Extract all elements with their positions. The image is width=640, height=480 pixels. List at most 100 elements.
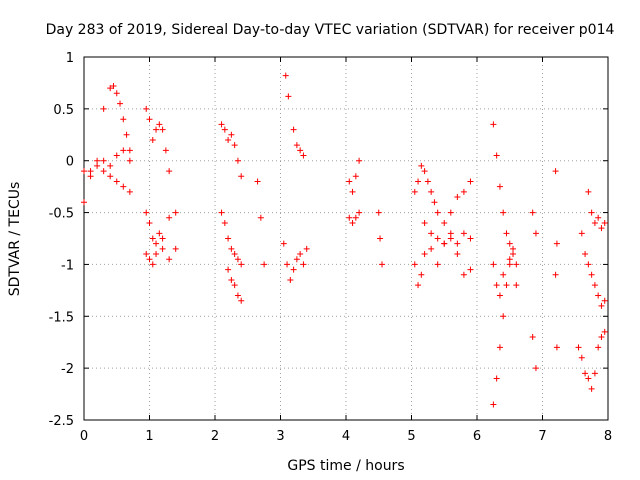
data-point xyxy=(421,219,428,226)
data-point xyxy=(490,121,497,128)
chart-title: Day 283 of 2019, Sidereal Day-to-day VTE… xyxy=(46,22,615,38)
data-points xyxy=(81,72,608,408)
data-point xyxy=(280,240,287,247)
data-point xyxy=(257,214,264,221)
data-point xyxy=(598,334,605,341)
data-point xyxy=(143,251,150,258)
data-point xyxy=(441,240,448,247)
data-point xyxy=(493,282,500,289)
data-point xyxy=(107,85,114,92)
data-point xyxy=(595,214,602,221)
data-point xyxy=(153,251,160,258)
data-point xyxy=(238,261,245,268)
data-point xyxy=(454,240,461,247)
data-point xyxy=(447,209,454,216)
data-point xyxy=(601,297,608,304)
data-point xyxy=(94,162,101,169)
data-point xyxy=(375,209,382,216)
data-point xyxy=(162,147,169,154)
data-point xyxy=(225,235,232,242)
data-point xyxy=(261,261,268,268)
data-point xyxy=(120,183,127,190)
data-point xyxy=(467,266,474,273)
data-point xyxy=(503,230,510,237)
data-point xyxy=(100,105,107,112)
data-point xyxy=(126,188,133,195)
data-point xyxy=(234,256,241,263)
data-point xyxy=(356,157,363,164)
data-point xyxy=(238,297,245,304)
data-point xyxy=(126,147,133,154)
data-point xyxy=(598,225,605,232)
x-tick-label: 7 xyxy=(538,429,546,444)
data-point xyxy=(467,235,474,242)
data-point xyxy=(434,261,441,268)
data-point xyxy=(290,266,297,273)
x-tick-label: 0 xyxy=(80,429,88,444)
data-point xyxy=(595,292,602,299)
data-point xyxy=(585,375,592,382)
data-point xyxy=(460,188,467,195)
data-point xyxy=(293,256,300,263)
data-point xyxy=(126,157,133,164)
data-point xyxy=(156,121,163,128)
data-point xyxy=(221,126,228,133)
data-point xyxy=(303,245,310,252)
data-point xyxy=(297,147,304,154)
data-point xyxy=(285,93,292,100)
data-point xyxy=(81,168,87,175)
data-point xyxy=(100,157,107,164)
data-point xyxy=(94,157,101,164)
y-tick-label: 0 xyxy=(66,155,74,170)
data-point xyxy=(293,142,300,149)
data-point xyxy=(231,282,238,289)
data-point xyxy=(447,230,454,237)
data-point xyxy=(149,136,156,143)
data-point xyxy=(377,235,384,242)
y-tick-label: 1 xyxy=(66,51,74,66)
data-point xyxy=(153,240,160,247)
data-point xyxy=(490,261,497,268)
data-point xyxy=(588,271,595,278)
data-point xyxy=(379,261,386,268)
data-point xyxy=(428,230,435,237)
data-point xyxy=(424,178,431,185)
y-tick-label: -2 xyxy=(61,362,74,377)
data-point xyxy=(506,256,513,263)
x-tick-label: 1 xyxy=(145,429,153,444)
data-point xyxy=(454,251,461,258)
data-point xyxy=(81,199,87,206)
data-point xyxy=(159,126,166,133)
data-point xyxy=(254,178,261,185)
data-point xyxy=(493,152,500,159)
x-tick-label: 3 xyxy=(276,429,284,444)
data-point xyxy=(221,219,228,226)
data-point xyxy=(297,251,304,258)
data-point xyxy=(411,188,418,195)
data-point xyxy=(601,328,608,335)
data-point xyxy=(228,131,235,138)
grid-lines xyxy=(84,57,608,420)
data-point xyxy=(418,162,425,169)
data-point xyxy=(113,178,120,185)
data-point xyxy=(117,100,124,107)
data-point xyxy=(553,344,560,351)
data-point xyxy=(510,251,517,258)
y-tick-label: -0.5 xyxy=(49,207,74,222)
data-point xyxy=(500,209,507,216)
data-point xyxy=(143,209,150,216)
data-point xyxy=(595,344,602,351)
y-tick-label: -1.5 xyxy=(49,310,74,325)
data-point xyxy=(513,282,520,289)
data-point xyxy=(493,375,500,382)
data-point xyxy=(123,131,130,138)
x-tick-label: 4 xyxy=(342,429,350,444)
data-point xyxy=(588,209,595,216)
x-tick-label: 5 xyxy=(407,429,415,444)
data-point xyxy=(290,126,297,133)
data-point xyxy=(532,365,539,372)
x-tick-labels: 0 1 2 3 4 5 6 7 8 xyxy=(80,429,612,444)
data-point xyxy=(356,209,363,216)
data-point xyxy=(460,271,467,278)
data-point xyxy=(454,194,461,201)
